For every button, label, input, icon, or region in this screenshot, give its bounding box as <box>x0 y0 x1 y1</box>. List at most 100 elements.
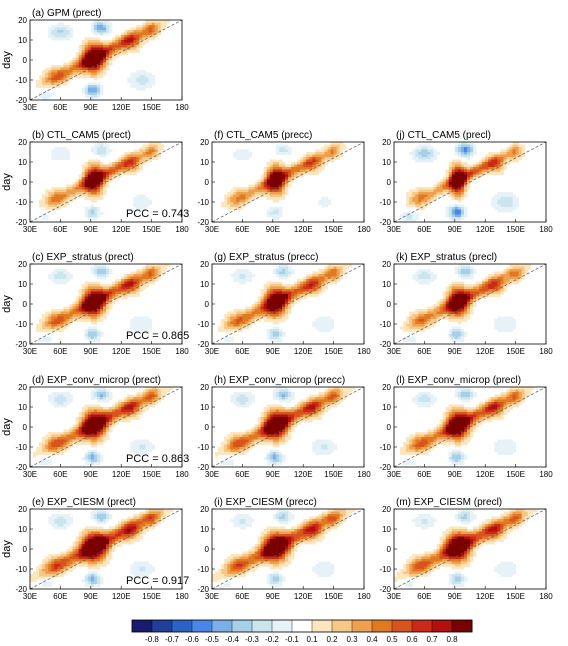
heatmap-cell <box>99 414 104 418</box>
heatmap-cell <box>133 326 137 330</box>
heatmap-cell <box>39 82 43 86</box>
heatmap-cell <box>294 291 298 295</box>
heatmap-cell <box>245 187 249 190</box>
heatmap-cell <box>236 197 240 200</box>
heatmap-cell <box>278 424 283 428</box>
heatmap-cell <box>81 432 86 435</box>
heatmap-cell <box>333 147 338 150</box>
heatmap-cell <box>272 311 277 315</box>
heatmap-cell <box>42 197 46 200</box>
heatmap-cell <box>221 319 225 322</box>
heatmap-cell <box>87 417 92 420</box>
heatmap-cell <box>497 274 501 277</box>
heatmap-cell <box>96 399 101 403</box>
heatmap-cell <box>87 412 92 415</box>
heatmap-cell <box>139 30 143 33</box>
heatmap-cell <box>136 85 140 88</box>
heatmap-cell <box>124 157 128 160</box>
heatmap-cell <box>151 80 156 83</box>
heatmap-cell <box>521 147 526 150</box>
heatmap-cell <box>445 174 450 178</box>
heatmap-cell <box>127 47 131 51</box>
heatmap-cell <box>145 85 149 88</box>
heatmap-cell <box>99 187 104 190</box>
heatmap-cell <box>130 274 134 277</box>
heatmap-cell <box>470 271 474 275</box>
heatmap-cell <box>254 439 258 443</box>
heatmap-cell <box>81 319 86 322</box>
heatmap-cell <box>418 199 422 203</box>
heatmap-cell <box>51 70 55 73</box>
heatmap-cell <box>272 301 277 305</box>
heatmap-cell <box>75 194 80 198</box>
heatmap-cell <box>412 192 416 195</box>
heatmap-cell <box>278 392 283 395</box>
panel-k: (k) EXP_stratus (precl)30E 60E 90E 120E 150E… <box>379 252 553 356</box>
heatmap-cell <box>154 389 159 393</box>
heatmap-cell <box>278 399 283 403</box>
heatmap-cell <box>142 82 146 86</box>
heatmap-cell <box>263 316 268 320</box>
heatmap-cell <box>106 169 110 173</box>
heatmap-cell <box>69 187 73 190</box>
heatmap-cell <box>239 276 243 280</box>
heatmap-cell <box>303 157 307 160</box>
heatmap-cell <box>81 442 86 445</box>
heatmap-cell <box>66 30 70 33</box>
x-tick-label: 180 <box>539 347 553 356</box>
heatmap-cell <box>66 184 70 188</box>
heatmap-cell <box>115 286 119 290</box>
heatmap-cell <box>151 444 156 448</box>
heatmap-cell <box>230 437 234 440</box>
heatmap-cell <box>163 269 168 272</box>
heatmap-cell <box>90 389 95 393</box>
heatmap-cell <box>96 92 101 96</box>
panel-a: (a) GPM (prect)30E 60E 90E 120E 150E 180-20-1… <box>1 8 189 112</box>
heatmap-cell <box>321 397 325 400</box>
heatmap-cell <box>506 197 510 200</box>
heatmap-cell <box>133 157 137 160</box>
heatmap-cell <box>99 276 104 280</box>
heatmap-cell <box>136 394 140 398</box>
heatmap-cell <box>448 189 453 193</box>
heatmap-cell <box>93 289 98 292</box>
heatmap-cell <box>102 392 107 395</box>
heatmap-cell <box>48 336 52 340</box>
heatmap-cell <box>263 429 268 433</box>
heatmap-cell <box>136 397 140 400</box>
heatmap-cell <box>303 167 307 170</box>
heatmap-cell <box>81 167 86 170</box>
heatmap-cell <box>145 397 149 400</box>
heatmap-cell <box>130 444 134 448</box>
heatmap-cell <box>318 159 322 163</box>
heatmap-cell <box>476 164 480 168</box>
heatmap-cell <box>48 204 52 208</box>
heatmap-cell <box>124 47 128 51</box>
heatmap-cell <box>81 60 86 63</box>
heatmap-cell <box>488 162 492 165</box>
heatmap-cell <box>236 394 240 398</box>
heatmap-cell <box>288 437 292 440</box>
heatmap-cell <box>45 452 49 455</box>
heatmap-cell <box>494 162 498 165</box>
heatmap-cell <box>96 167 101 170</box>
heatmap-cell <box>66 402 70 405</box>
heatmap-cell <box>145 40 149 43</box>
heatmap-cell <box>457 274 462 277</box>
heatmap-cell <box>75 437 80 440</box>
heatmap-cell <box>96 286 101 290</box>
heatmap-cell <box>288 304 292 307</box>
heatmap-cell <box>236 207 240 210</box>
heatmap-cell <box>90 90 95 93</box>
heatmap-cell <box>45 189 49 193</box>
heatmap-cell <box>415 147 419 150</box>
heatmap-cell <box>412 274 416 277</box>
heatmap-cell <box>133 35 137 38</box>
heatmap-cell <box>121 154 125 158</box>
heatmap-cell <box>78 304 83 307</box>
heatmap-cell <box>424 147 428 150</box>
heatmap-cell <box>318 162 322 165</box>
heatmap-cell <box>454 167 459 170</box>
y-axis-label: day <box>1 51 13 69</box>
heatmap-cell <box>57 279 61 282</box>
